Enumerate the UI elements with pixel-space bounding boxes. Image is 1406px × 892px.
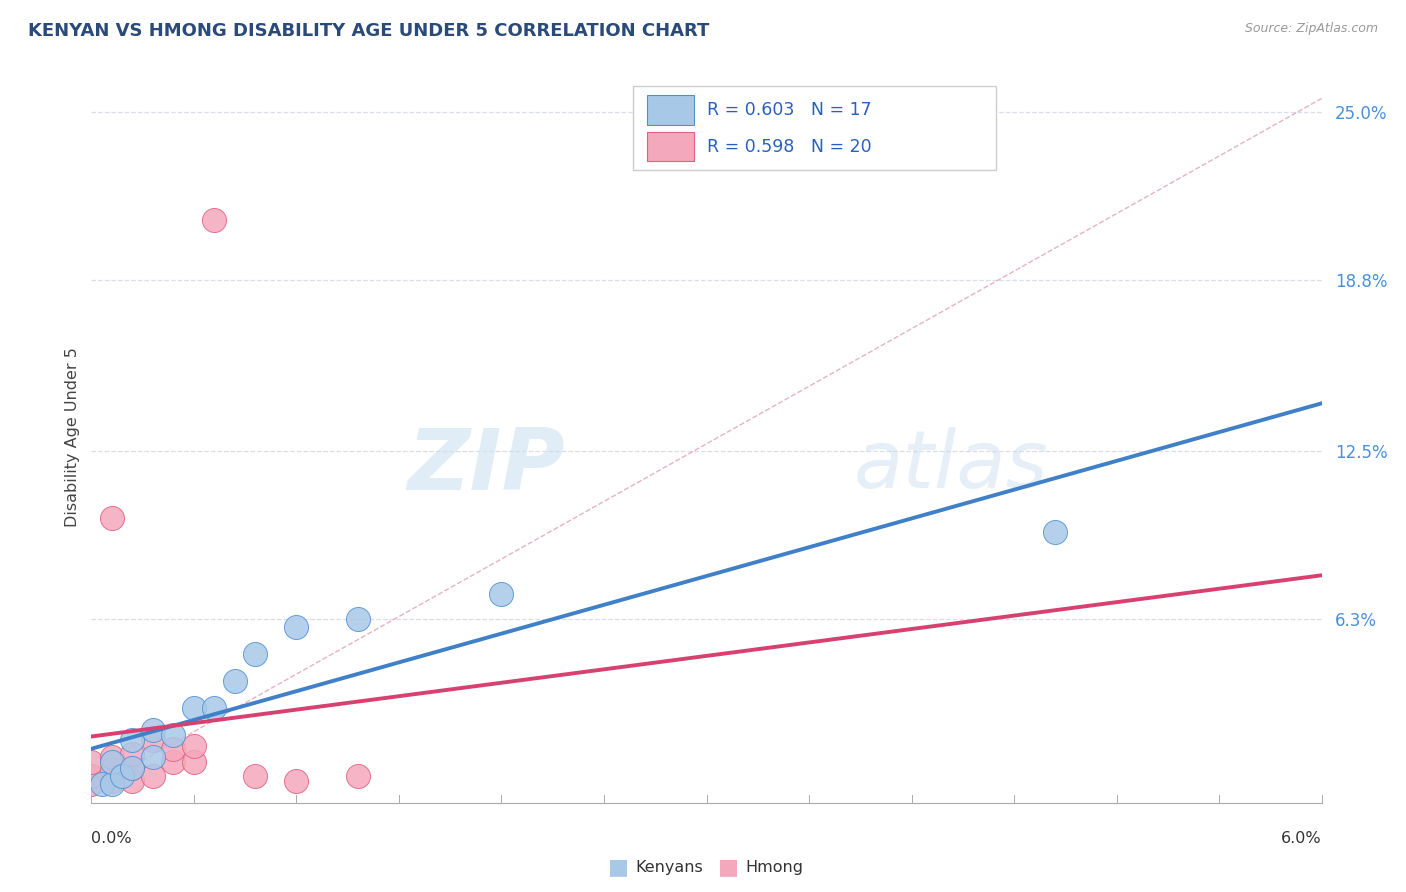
Point	[121, 774, 143, 789]
Y-axis label: Disability Age Under 5: Disability Age Under 5	[65, 347, 80, 527]
Point	[121, 733, 143, 747]
Text: Hmong: Hmong	[745, 860, 803, 874]
FancyBboxPatch shape	[647, 95, 695, 125]
Point	[80, 755, 103, 769]
Point	[142, 733, 165, 747]
Text: R = 0.603   N = 17: R = 0.603 N = 17	[706, 101, 872, 120]
Point	[285, 620, 308, 634]
Point	[1043, 524, 1066, 539]
FancyBboxPatch shape	[633, 86, 995, 170]
Point	[245, 647, 267, 661]
Point	[162, 755, 184, 769]
Point	[90, 777, 112, 791]
Point	[224, 673, 246, 688]
Text: ZIP: ZIP	[408, 425, 565, 508]
Point	[347, 611, 370, 625]
Point	[491, 587, 513, 601]
Point	[111, 769, 134, 783]
Text: atlas: atlas	[853, 427, 1049, 506]
Point	[285, 774, 308, 789]
Point	[202, 213, 225, 227]
Point	[80, 777, 103, 791]
Point	[162, 728, 184, 742]
Point	[121, 761, 143, 775]
Point	[183, 755, 205, 769]
Point	[101, 511, 124, 525]
Text: Kenyans: Kenyans	[636, 860, 703, 874]
Point	[142, 723, 165, 737]
Point	[142, 749, 165, 764]
Text: R = 0.598   N = 20: R = 0.598 N = 20	[706, 137, 872, 156]
Text: ■: ■	[609, 857, 628, 877]
Point	[183, 739, 205, 753]
Point	[101, 764, 124, 778]
Point	[121, 761, 143, 775]
Point	[101, 755, 124, 769]
Text: KENYAN VS HMONG DISABILITY AGE UNDER 5 CORRELATION CHART: KENYAN VS HMONG DISABILITY AGE UNDER 5 C…	[28, 22, 710, 40]
Point	[142, 769, 165, 783]
Point	[121, 747, 143, 761]
Point	[101, 749, 124, 764]
Point	[162, 741, 184, 756]
Point	[101, 774, 124, 789]
Text: ■: ■	[718, 857, 738, 877]
Point	[101, 777, 124, 791]
Text: 6.0%: 6.0%	[1281, 831, 1322, 846]
Point	[202, 701, 225, 715]
Point	[183, 701, 205, 715]
Point	[245, 769, 267, 783]
Text: 0.0%: 0.0%	[91, 831, 132, 846]
Point	[347, 769, 370, 783]
Text: Source: ZipAtlas.com: Source: ZipAtlas.com	[1244, 22, 1378, 36]
Point	[80, 769, 103, 783]
FancyBboxPatch shape	[647, 132, 695, 161]
